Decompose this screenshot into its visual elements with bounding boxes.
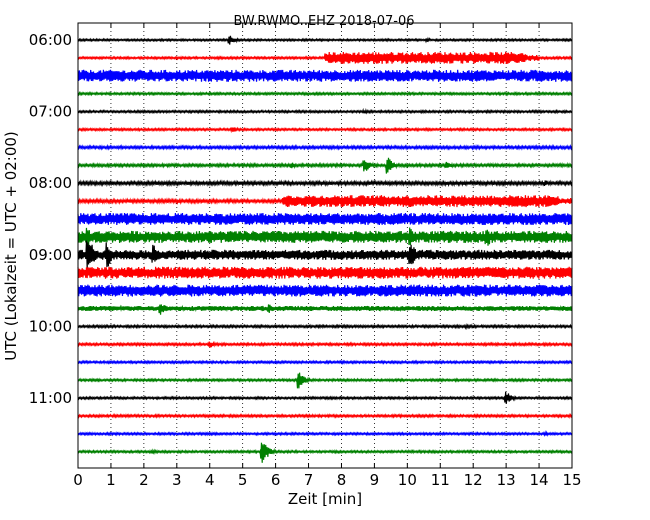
x-tick-label: 11 xyxy=(431,471,450,489)
x-tick-label: 13 xyxy=(497,471,516,489)
plot-frame xyxy=(77,22,573,469)
x-tick-label: 0 xyxy=(73,471,83,489)
traces xyxy=(77,35,573,463)
trace-1100 xyxy=(77,391,573,404)
trace-0830 xyxy=(77,212,573,226)
y-tick-label: 10:00 xyxy=(29,317,72,335)
trace-0645 xyxy=(77,90,573,97)
y-tick-label: 11:00 xyxy=(29,389,72,407)
trace-0730 xyxy=(77,143,573,151)
x-axis: 0 1 2 3 4 5 6 7 8 9 10 11 12 13 14 15 xyxy=(73,23,582,489)
y-tick-label: 09:00 xyxy=(29,246,72,264)
trace-1000 xyxy=(77,322,573,331)
chart-title: BW.RWMO..EHZ 2018-07-06 xyxy=(233,14,414,29)
x-tick-label: 15 xyxy=(562,471,581,489)
y-tick-label: 08:00 xyxy=(29,174,72,192)
trace-1045 xyxy=(77,372,573,389)
x-tick-label: 8 xyxy=(337,471,347,489)
x-tick-label: 1 xyxy=(106,471,116,489)
x-tick-label: 7 xyxy=(304,471,314,489)
trace-0945 xyxy=(77,304,573,315)
x-tick-label: 6 xyxy=(271,471,281,489)
trace-1115 xyxy=(77,412,573,419)
x-tick-label: 5 xyxy=(238,471,248,489)
trace-1030 xyxy=(77,359,573,365)
trace-0815 xyxy=(77,195,573,208)
trace-1015 xyxy=(77,340,573,348)
trace-0615 xyxy=(77,51,573,64)
trace-0745 xyxy=(77,157,573,174)
trace-0700 xyxy=(77,107,573,115)
y-axis: 06:00 07:00 08:00 09:00 10:00 11:00 xyxy=(29,31,572,407)
grid xyxy=(110,23,540,468)
trace-0900 xyxy=(77,240,573,270)
x-tick-label: 4 xyxy=(205,471,215,489)
y-axis-label: UTC (Lokalzeit = UTC + 02:00) xyxy=(2,131,20,361)
y-tick-label: 07:00 xyxy=(29,103,72,121)
trace-1145 xyxy=(77,442,573,463)
x-tick-label: 9 xyxy=(370,471,380,489)
trace-0915 xyxy=(77,266,573,279)
y-tick-label: 06:00 xyxy=(29,31,72,49)
x-tick-label: 12 xyxy=(464,471,483,489)
trace-0845 xyxy=(77,227,573,247)
trace-0600 xyxy=(77,35,573,45)
trace-0930 xyxy=(77,284,573,297)
x-tick-label: 14 xyxy=(530,471,549,489)
x-axis-label: Zeit [min] xyxy=(288,490,362,508)
trace-0715 xyxy=(77,126,573,134)
trace-0800 xyxy=(77,179,573,188)
trace-0630 xyxy=(77,69,573,82)
x-tick-label: 2 xyxy=(139,471,149,489)
trace-1130 xyxy=(77,430,573,438)
x-tick-label: 3 xyxy=(172,471,182,489)
x-tick-label: 10 xyxy=(398,471,417,489)
